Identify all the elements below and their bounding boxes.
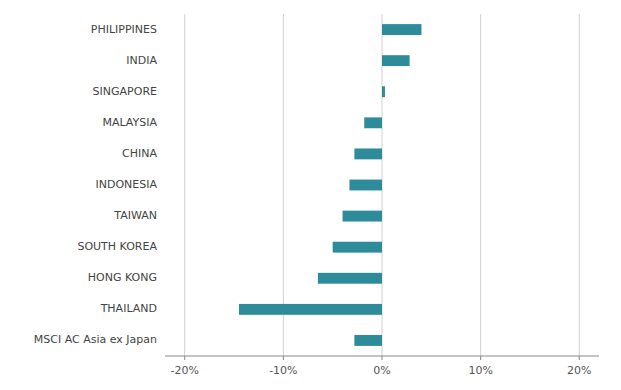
grid-line [579,14,580,356]
tick-label: 10% [468,364,492,377]
bar [382,24,421,35]
category-label: HONG KONG [88,271,157,284]
axis-line [165,356,599,357]
category-label: INDIA [126,54,157,67]
tick-mark [480,356,481,360]
tick-label: 20% [567,364,591,377]
tick-mark [184,356,185,360]
grid [185,14,580,356]
bar [364,117,382,128]
bar [382,86,385,97]
bar [382,55,410,66]
grid-line [184,14,185,356]
category-label: SINGAPORE [93,85,157,98]
bar [349,180,382,191]
y-axis: MSCI AC Asia ex Japan THAILAND HONG KONG SO… [34,23,158,347]
bar [354,148,382,159]
category-label: MSCI AC Asia ex Japan [34,333,157,346]
bar [343,211,382,222]
grid-line [480,14,481,356]
tick-mark [579,356,580,360]
x-axis: -20% -10% 0% 10% 20% [165,356,599,377]
bar [354,335,382,346]
chart-svg: -20% -10% 0% 10% 20% MSCI AC Asia ex Japan THA… [0,0,621,390]
category-label: THAILAND [100,302,157,315]
bar [318,273,382,284]
bar [333,242,382,253]
category-label: CHINA [122,147,157,160]
bar [239,304,382,315]
tick-mark [283,356,284,360]
tick-label: -20% [171,364,199,377]
bars [239,24,421,346]
tick-label: -10% [269,364,297,377]
category-label: MALAYSIA [102,116,157,129]
category-label: PHILIPPINES [91,23,157,36]
chart-container: -20% -10% 0% 10% 20% MSCI AC Asia ex Japan THA… [0,0,621,390]
tick-label: 0% [373,364,390,377]
category-label: INDONESIA [95,178,157,191]
tick-mark [382,356,383,360]
category-label: SOUTH KOREA [77,240,157,253]
page: {"chart_data": {"type": "bar", "orientat… [0,0,621,390]
category-label: TAIWAN [113,209,157,222]
